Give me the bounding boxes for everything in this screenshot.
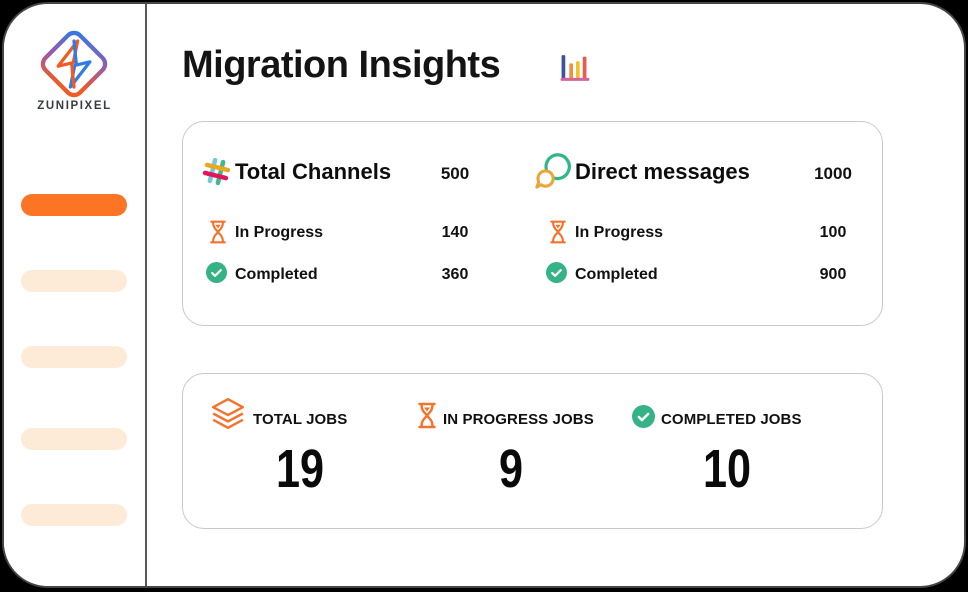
jobs-stats-card: TOTAL JOBS 19 IN PROGRESS JOBS 9 COMPLET…	[182, 373, 883, 529]
check-circle-icon	[632, 405, 655, 428]
row-label: In Progress	[235, 224, 324, 241]
page-title: Migration Insights	[182, 44, 501, 86]
stat-value: 19	[275, 439, 325, 499]
hourglass-icon	[417, 402, 437, 429]
row-label: Completed	[235, 266, 318, 283]
stat-label: TOTAL JOBS	[253, 411, 348, 428]
row-label: Completed	[575, 266, 658, 283]
zunipixel-logo-icon	[40, 30, 108, 98]
stat-label: IN PROGRESS JOBS	[443, 411, 594, 428]
chat-bubbles-icon	[534, 151, 572, 189]
section-total: 500	[440, 164, 470, 183]
section-total: 1000	[814, 164, 852, 183]
hourglass-icon	[549, 220, 567, 244]
layers-icon	[210, 397, 246, 430]
check-circle-icon	[546, 262, 567, 283]
sidebar-nav-pill[interactable]	[21, 194, 127, 216]
row-value: 140	[441, 224, 469, 241]
sidebar-nav-pill[interactable]	[21, 346, 127, 368]
hourglass-icon	[209, 220, 227, 244]
sidebar: ZUNIPIXEL	[4, 4, 145, 586]
row-value: 100	[819, 224, 847, 241]
stat-value: 9	[498, 439, 524, 499]
section-title: Direct messages	[575, 159, 750, 184]
section-title: Total Channels	[235, 159, 392, 184]
brand-logo[interactable]	[38, 28, 110, 100]
stat-value: 10	[702, 439, 752, 499]
row-value: 900	[819, 266, 847, 283]
row-value: 360	[441, 266, 469, 283]
sidebar-nav-pill[interactable]	[21, 428, 127, 450]
check-circle-icon	[206, 262, 227, 283]
slack-icon	[200, 155, 233, 188]
migration-stats-card: Total Channels 500 In Progress 140 Compl…	[182, 121, 883, 326]
stat-label: COMPLETED JOBS	[661, 411, 802, 428]
sidebar-nav-pill[interactable]	[21, 270, 127, 292]
sidebar-nav-pill[interactable]	[21, 504, 127, 526]
row-label: In Progress	[575, 224, 664, 241]
sidebar-divider	[145, 4, 147, 586]
brand-name: ZUNIPIXEL	[37, 100, 112, 112]
bar-chart-icon	[560, 52, 591, 83]
